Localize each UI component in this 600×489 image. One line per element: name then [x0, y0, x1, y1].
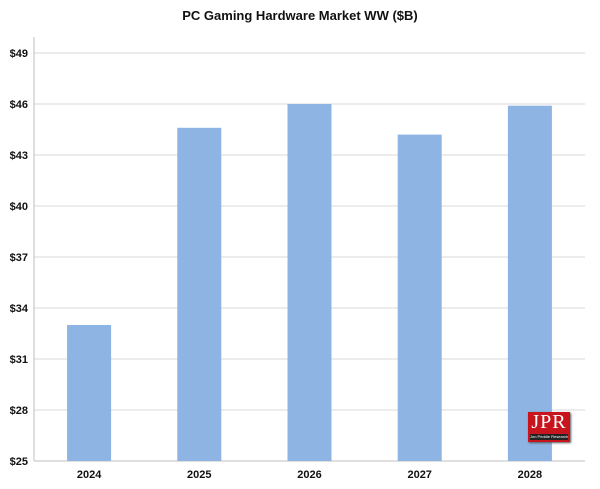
y-tick-label: $40 — [10, 201, 28, 213]
y-tick-label: $25 — [10, 456, 28, 468]
y-tick-label: $37 — [10, 252, 28, 264]
bar-2025 — [177, 127, 222, 462]
x-tick-label: 2028 — [518, 469, 542, 481]
logo-main-text: JPR — [531, 411, 567, 433]
chart-title: PC Gaming Hardware Market WW ($B) — [182, 8, 418, 23]
x-tick-label: 2026 — [297, 469, 321, 481]
y-tick-label: $31 — [10, 354, 28, 366]
x-tick-label: 2025 — [187, 469, 211, 481]
y-tick-label: $49 — [10, 48, 28, 60]
x-tick-label: 2027 — [407, 469, 431, 481]
bar-2024 — [67, 325, 112, 461]
x-tick-label: 2024 — [77, 469, 102, 481]
logo-sub-text: Jon Peddie Research — [530, 434, 568, 440]
jpr-logo: JPR Jon Peddie Research — [528, 412, 570, 442]
bar-2026 — [287, 104, 332, 461]
y-tick-label: $34 — [10, 303, 29, 315]
y-tick-label: $28 — [10, 405, 28, 417]
bar-2028 — [507, 105, 552, 461]
y-tick-label: $46 — [10, 99, 28, 111]
bar-2027 — [397, 134, 442, 461]
y-tick-label: $43 — [10, 150, 28, 162]
